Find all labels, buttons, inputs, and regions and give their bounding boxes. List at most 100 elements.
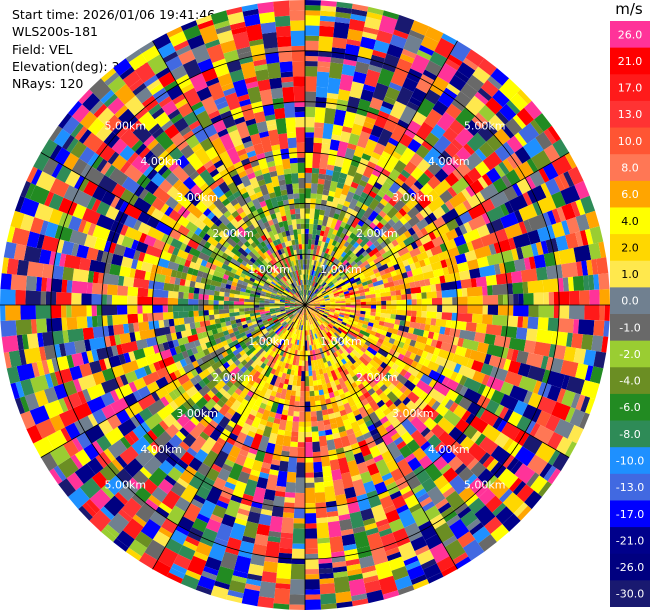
velocity-gate	[137, 394, 156, 411]
velocity-gate	[239, 503, 252, 512]
velocity-gate	[486, 252, 504, 266]
velocity-gate	[424, 324, 431, 332]
velocity-gate	[379, 354, 391, 365]
velocity-gate	[239, 263, 250, 272]
velocity-gate	[297, 259, 302, 270]
velocity-gate	[270, 213, 277, 220]
velocity-gate	[257, 243, 264, 250]
velocity-gate	[306, 315, 308, 321]
velocity-gate	[280, 71, 293, 78]
velocity-gate	[255, 428, 265, 436]
velocity-gate	[279, 302, 285, 304]
velocity-gate	[414, 545, 430, 556]
velocity-gate	[283, 357, 288, 363]
velocity-gate	[420, 182, 434, 197]
velocity-gate	[356, 266, 367, 275]
velocity-gate	[16, 363, 35, 382]
velocity-gate	[453, 234, 467, 247]
velocity-gate	[150, 441, 162, 453]
velocity-gate	[252, 486, 266, 504]
velocity-gate	[245, 341, 252, 347]
velocity-gate	[106, 414, 122, 430]
velocity-gate	[348, 345, 355, 352]
velocity-gate	[213, 537, 228, 547]
velocity-gate	[295, 329, 300, 340]
velocity-gate	[244, 226, 252, 234]
velocity-gate	[375, 518, 389, 528]
velocity-gate	[305, 254, 308, 260]
velocity-gate	[340, 364, 347, 371]
velocity-gate	[362, 243, 370, 251]
velocity-gate	[270, 311, 281, 316]
velocity-gate	[386, 391, 399, 404]
velocity-gate	[124, 401, 143, 419]
velocity-gate	[172, 221, 182, 232]
velocity-gate	[424, 463, 443, 482]
velocity-gate	[311, 312, 318, 322]
velocity-gate	[175, 44, 192, 56]
velocity-gate	[297, 350, 301, 356]
velocity-gate	[343, 290, 350, 295]
velocity-gate	[226, 476, 238, 486]
velocity-gate	[214, 218, 223, 227]
velocity-gate	[315, 277, 319, 283]
velocity-gate	[180, 484, 199, 504]
velocity-gate	[269, 307, 280, 311]
colorbar-tick-label: -8.0	[619, 428, 640, 441]
velocity-gate	[74, 463, 96, 485]
velocity-gate	[128, 53, 148, 71]
velocity-gate	[207, 82, 225, 101]
velocity-gate	[336, 182, 345, 189]
velocity-gate	[203, 315, 210, 321]
velocity-gate	[334, 294, 340, 298]
velocity-gate	[460, 278, 472, 289]
velocity-gate	[220, 321, 227, 328]
velocity-gate	[245, 263, 256, 272]
velocity-gate	[218, 230, 226, 238]
velocity-gate	[516, 415, 532, 433]
velocity-gate	[180, 329, 193, 338]
velocity-gate	[301, 233, 305, 245]
velocity-gate	[377, 523, 391, 533]
velocity-gate	[239, 340, 246, 347]
velocity-gate	[309, 308, 314, 312]
velocity-gate	[265, 294, 271, 298]
velocity-gate	[186, 230, 195, 239]
velocity-gate	[295, 390, 301, 397]
velocity-gate	[327, 315, 333, 319]
velocity-gate	[309, 300, 315, 303]
velocity-gate	[224, 537, 242, 556]
velocity-gate	[307, 314, 312, 325]
velocity-gate	[336, 226, 345, 238]
velocity-gate	[240, 175, 252, 188]
velocity-gate	[289, 255, 294, 262]
velocity-gate	[87, 152, 100, 167]
velocity-gate	[155, 131, 174, 151]
velocity-gate	[309, 269, 313, 276]
velocity-gate	[285, 299, 291, 302]
velocity-gate	[64, 341, 77, 356]
velocity-gate	[348, 18, 366, 32]
velocity-gate	[458, 486, 476, 503]
colorbar-swatch	[610, 47, 650, 75]
velocity-gate	[428, 369, 446, 384]
velocity-gate	[271, 292, 277, 296]
velocity-gate	[462, 57, 479, 71]
velocity-gate	[283, 378, 290, 385]
velocity-gate	[318, 296, 324, 300]
velocity-gate	[465, 413, 476, 425]
velocity-gate	[98, 174, 118, 194]
velocity-gate	[237, 353, 249, 363]
velocity-gate	[403, 363, 411, 372]
velocity-gate	[454, 502, 469, 515]
velocity-gate	[309, 296, 318, 303]
velocity-gate	[525, 328, 538, 342]
velocity-gate	[307, 296, 311, 301]
velocity-gate	[493, 263, 501, 275]
velocity-gate	[565, 407, 576, 423]
velocity-gate	[173, 40, 190, 52]
velocity-gate	[441, 289, 458, 298]
velocity-gate	[340, 308, 351, 313]
velocity-gate	[421, 501, 436, 512]
velocity-gate	[343, 368, 350, 376]
